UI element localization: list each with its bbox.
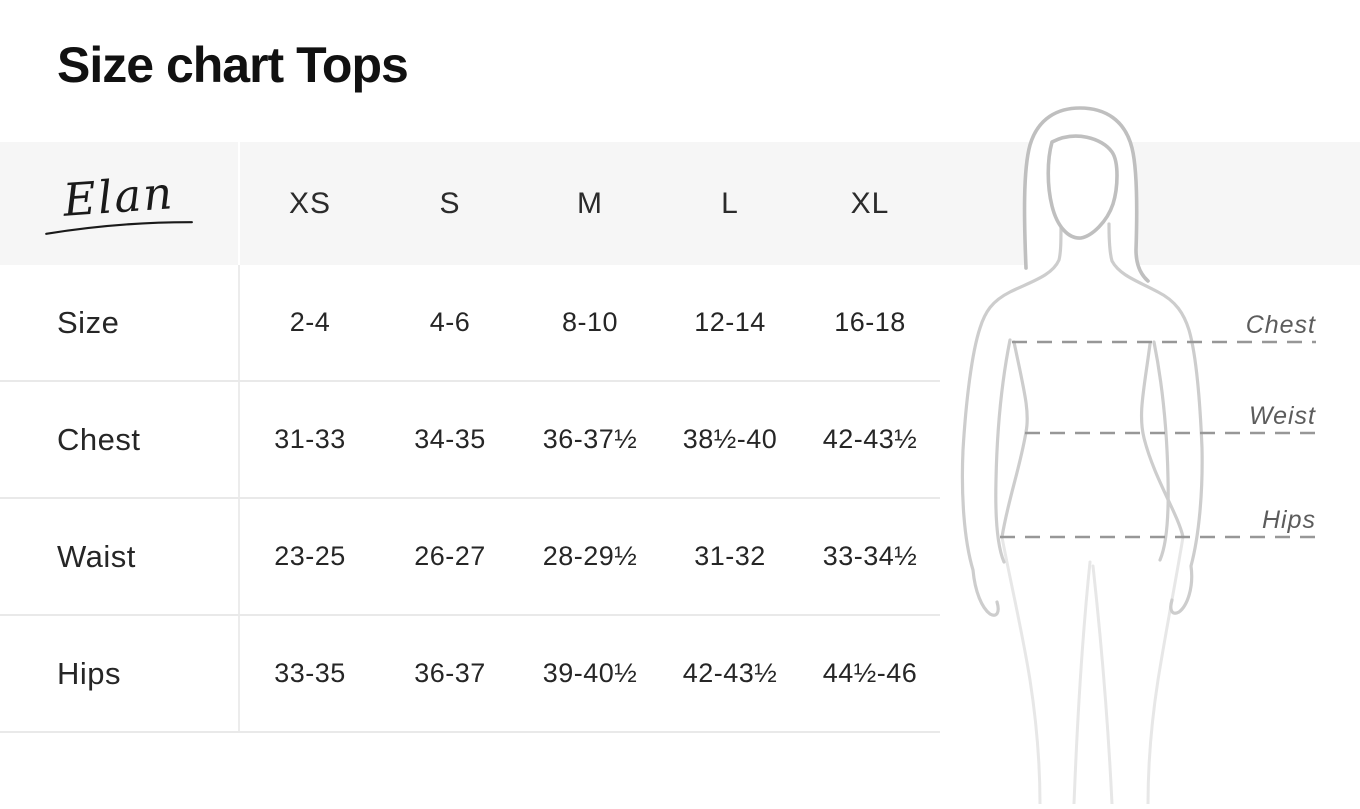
column-header-xs: XS [288,186,332,220]
cell-chest-s: 34-35 [414,424,486,454]
cell-hips-xl: 44½-46 [822,658,918,688]
table-row-size: Size 2-4 4-6 8-10 12-14 16-18 [0,265,940,382]
cell-waist-xs: 23-25 [274,541,346,571]
brand-logo: Elan [0,142,240,265]
cell-waist-s: 26-27 [414,541,486,571]
row-label-hips: Hips [0,616,240,731]
table-row-hips: Hips 33-35 36-37 39-40½ 42-43½ 44½-46 [0,616,940,733]
figure-label-chest: Chest [1245,311,1316,339]
cell-waist-m: 28-29½ [542,541,638,571]
table-row-chest: Chest 31-33 34-35 36-37½ 38½-40 42-43½ [0,382,940,499]
size-chart-table: Elan XS S M L XL Size 2-4 4-6 8-10 12-14… [0,142,940,733]
cell-chest-xs: 31-33 [274,424,346,454]
figure-label-waist: Weist [1248,402,1316,430]
table-header-row: Elan XS S M L XL [0,142,940,265]
column-header-m: M [577,186,603,220]
cell-chest-l: 38½-40 [682,424,778,454]
cell-size-m: 8-10 [561,307,619,337]
woman-silhouette-illustration [960,106,1316,806]
figure-label-hips: Hips [1261,506,1316,534]
cell-hips-l: 42-43½ [682,658,778,688]
body-measurement-figure [940,100,1360,806]
brand-logo-text: Elan [61,166,177,227]
cell-chest-m: 36-37½ [542,424,638,454]
column-header-xl: XL [850,186,890,220]
row-label-size: Size [0,265,240,380]
cell-size-xs: 2-4 [289,307,331,337]
row-label-waist: Waist [0,499,240,614]
brand-underline-flourish [45,221,193,235]
cell-size-s: 4-6 [429,307,471,337]
table-row-waist: Waist 23-25 26-27 28-29½ 31-32 33-34½ [0,499,940,616]
cell-waist-l: 31-32 [694,541,766,571]
cell-hips-m: 39-40½ [542,658,638,688]
page-title: Size chart Tops [57,37,409,93]
row-label-chest: Chest [0,382,240,497]
cell-chest-xl: 42-43½ [822,424,918,454]
column-header-l: L [721,186,739,220]
column-header-s: S [439,186,461,220]
cell-hips-xs: 33-35 [274,658,346,688]
cell-size-xl: 16-18 [834,307,906,337]
cell-hips-s: 36-37 [414,658,486,688]
cell-size-l: 12-14 [694,307,766,337]
cell-waist-xl: 33-34½ [822,541,918,571]
